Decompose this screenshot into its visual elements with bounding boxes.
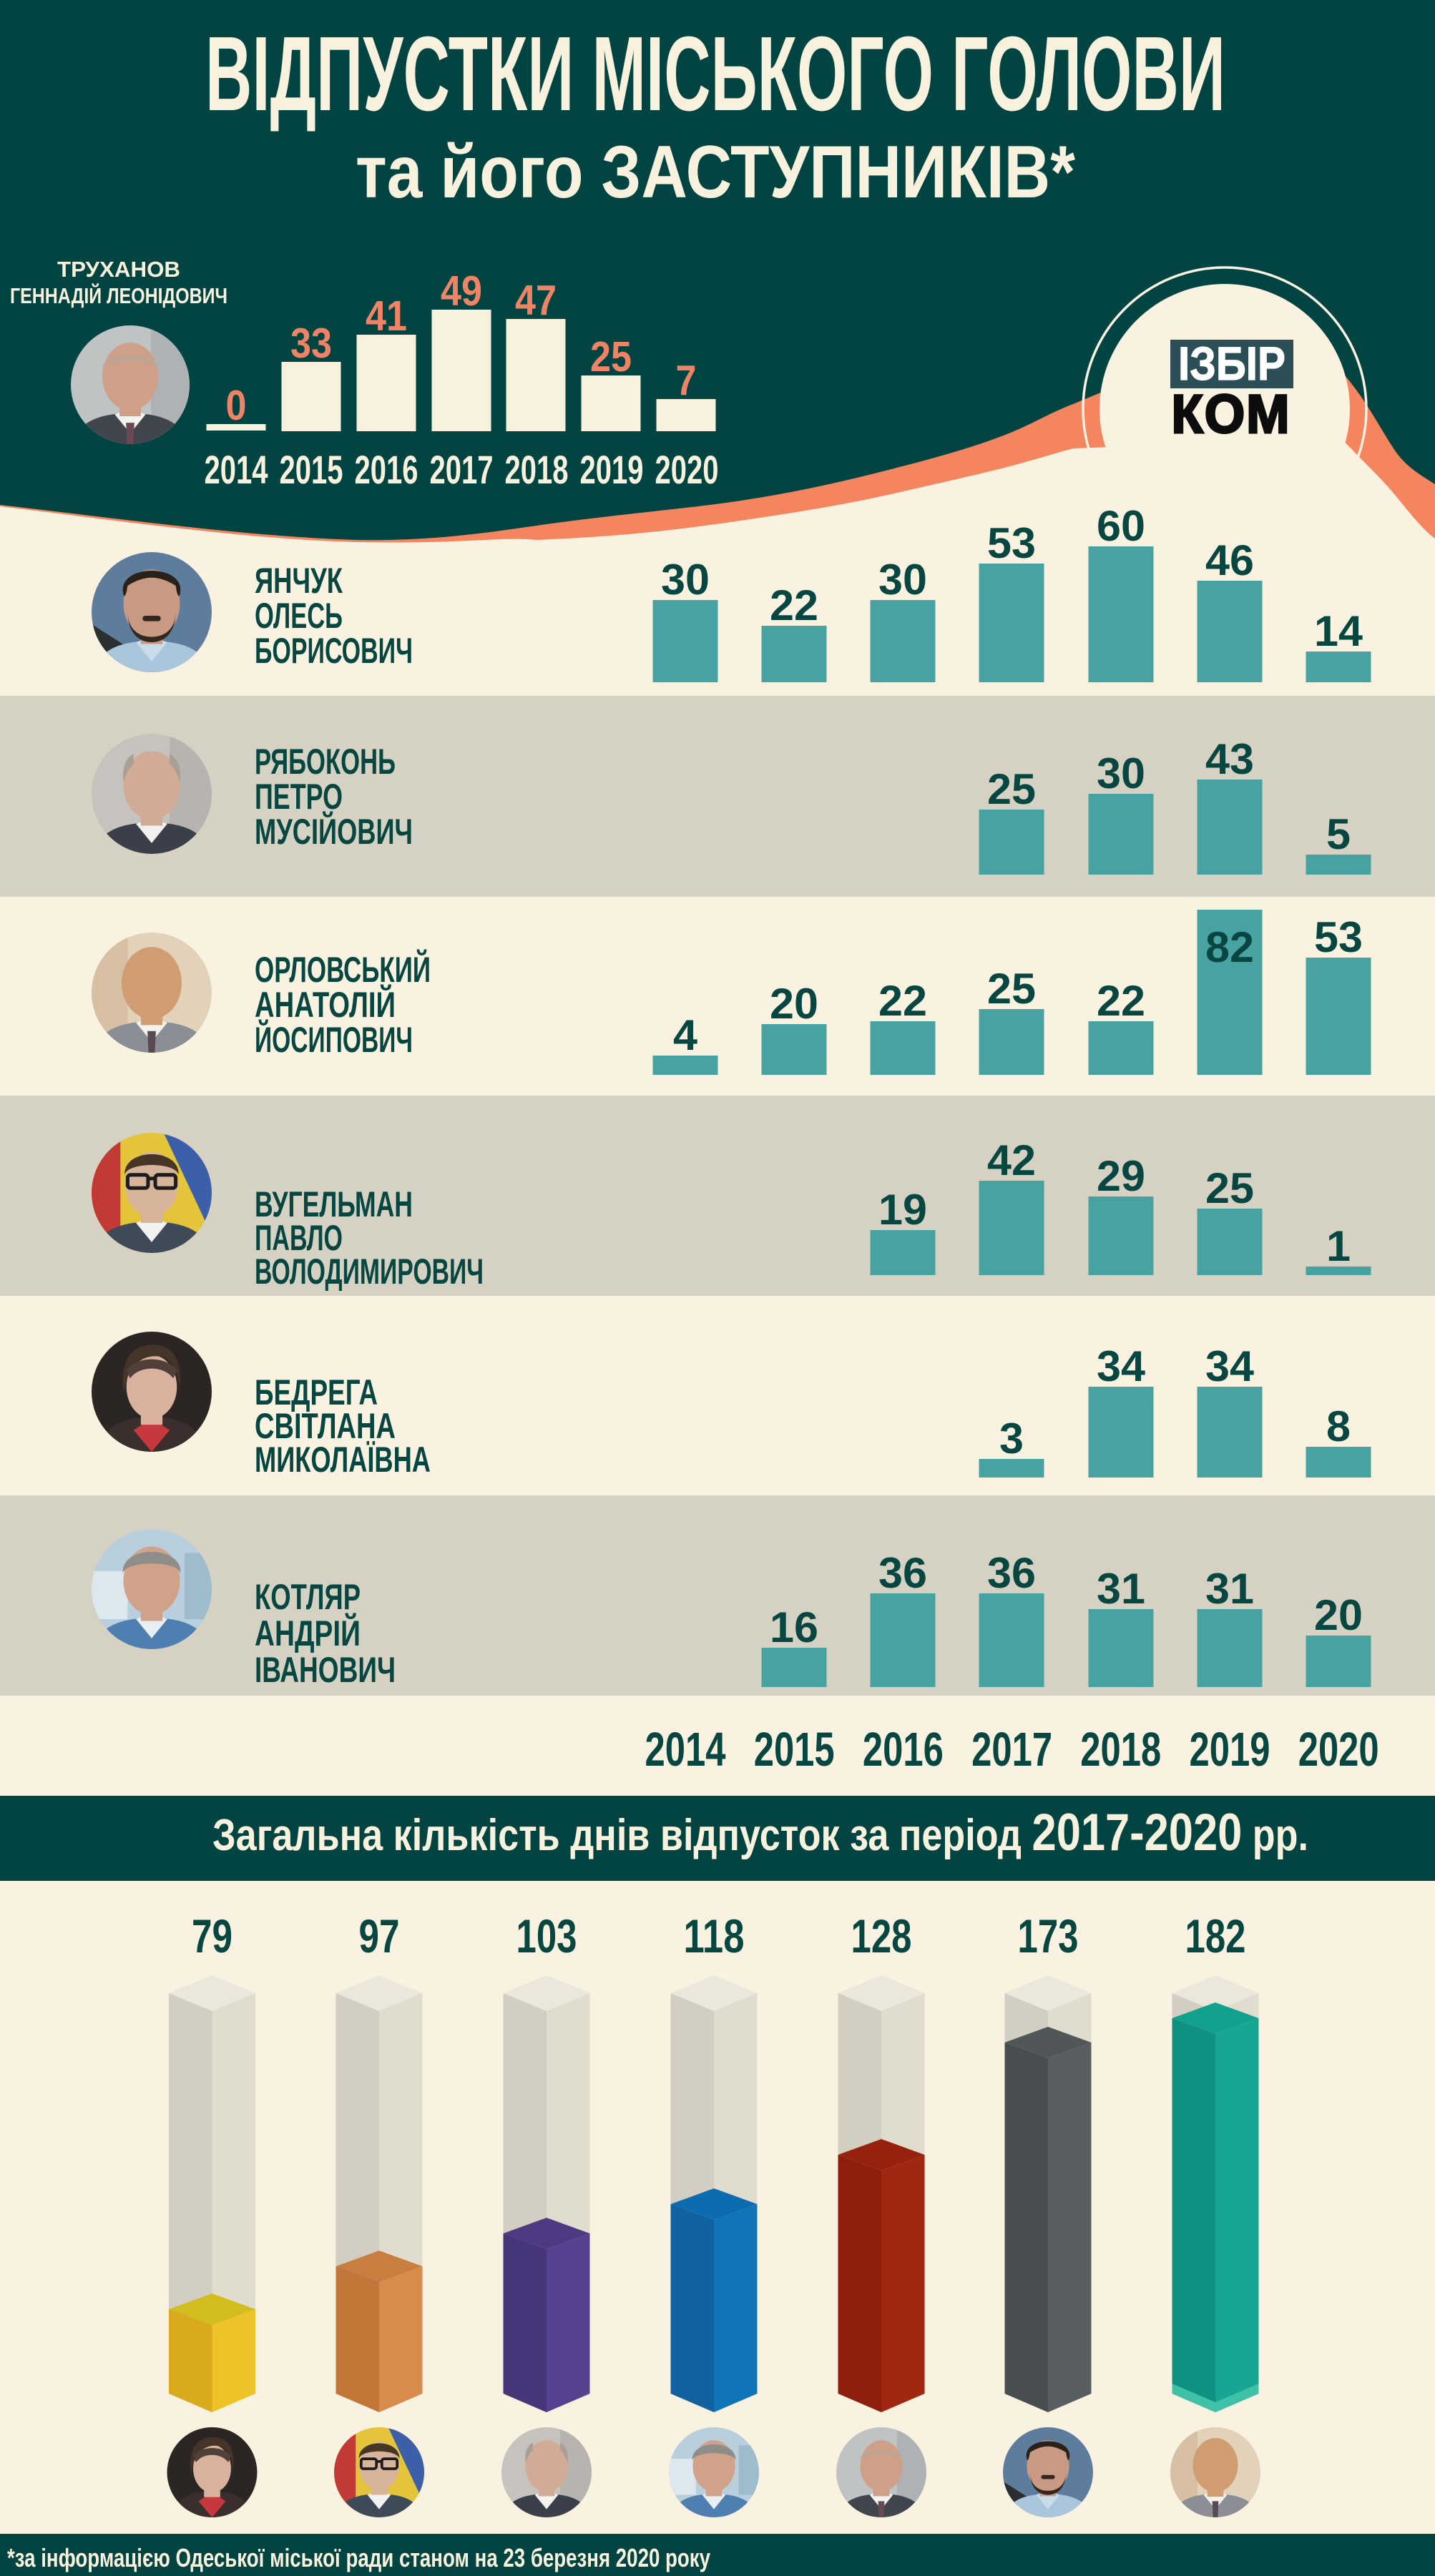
svg-text:та його ЗАСТУПНИКІВ*: та його ЗАСТУПНИКІВ*: [356, 131, 1075, 214]
svg-text:16: 16: [770, 1603, 818, 1651]
svg-text:ВОЛОДИМИРОВИЧ: ВОЛОДИМИРОВИЧ: [255, 1252, 484, 1292]
svg-text:8: 8: [1326, 1402, 1351, 1450]
svg-text:ІВАНОВИЧ: ІВАНОВИЧ: [255, 1650, 396, 1690]
svg-text:29: 29: [1097, 1152, 1145, 1200]
svg-text:СВІТЛАНА: СВІТЛАНА: [255, 1406, 396, 1446]
svg-text:20: 20: [770, 980, 818, 1028]
svg-text:2015: 2015: [280, 447, 343, 492]
svg-text:14: 14: [1314, 607, 1363, 655]
svg-text:60: 60: [1097, 502, 1145, 550]
svg-text:30: 30: [1097, 749, 1145, 797]
svg-text:4: 4: [673, 1011, 698, 1059]
svg-text:КОТЛЯР: КОТЛЯР: [255, 1577, 361, 1617]
svg-text:КОМ: КОМ: [1172, 384, 1291, 445]
svg-text:25: 25: [987, 965, 1036, 1013]
svg-text:42: 42: [987, 1136, 1036, 1184]
svg-text:128: 128: [851, 1909, 912, 1962]
svg-text:36: 36: [987, 1549, 1036, 1597]
svg-text:33: 33: [290, 320, 332, 367]
svg-text:30: 30: [878, 556, 927, 604]
svg-text:7: 7: [676, 357, 697, 404]
svg-text:ЙОСИПОВИЧ: ЙОСИПОВИЧ: [255, 1019, 413, 1060]
svg-text:БОРИСОВИЧ: БОРИСОВИЧ: [255, 631, 413, 671]
svg-text:АНДРІЙ: АНДРІЙ: [255, 1613, 361, 1653]
svg-text:22: 22: [878, 977, 927, 1025]
svg-text:49: 49: [441, 267, 482, 315]
svg-text:19: 19: [878, 1186, 927, 1234]
svg-text:БЕДРЕГА: БЕДРЕГА: [255, 1372, 378, 1412]
svg-text:103: 103: [516, 1909, 577, 1962]
svg-text:34: 34: [1097, 1342, 1146, 1390]
svg-text:53: 53: [1314, 913, 1363, 961]
svg-text:1: 1: [1326, 1222, 1351, 1270]
svg-text:36: 36: [878, 1549, 927, 1597]
svg-text:ТРУХАНОВ: ТРУХАНОВ: [57, 257, 180, 282]
svg-text:2020: 2020: [655, 447, 719, 492]
svg-text:20: 20: [1314, 1591, 1363, 1639]
svg-text:2016: 2016: [355, 447, 418, 492]
svg-text:2019: 2019: [580, 447, 644, 492]
svg-text:РЯБОКОНЬ: РЯБОКОНЬ: [255, 742, 396, 782]
svg-text:82: 82: [1205, 923, 1254, 971]
svg-text:2017: 2017: [971, 1723, 1052, 1776]
svg-text:2018: 2018: [505, 447, 569, 492]
svg-text:25: 25: [590, 333, 632, 380]
svg-text:25: 25: [987, 765, 1036, 813]
svg-text:ВУГЕЛЬМАН: ВУГЕЛЬМАН: [255, 1184, 413, 1224]
svg-text:34: 34: [1205, 1342, 1255, 1390]
svg-text:2020: 2020: [1298, 1723, 1379, 1776]
svg-text:22: 22: [1097, 977, 1145, 1025]
svg-text:ЯНЧУК: ЯНЧУК: [255, 561, 343, 601]
svg-text:*за інформацією Одеської міськ: *за інформацією Одеської міської ради ст…: [7, 2543, 710, 2572]
svg-text:2018: 2018: [1080, 1723, 1161, 1776]
svg-text:ОЛЕСЬ: ОЛЕСЬ: [255, 596, 343, 636]
svg-text:2014: 2014: [645, 1723, 726, 1776]
svg-text:79: 79: [192, 1909, 232, 1962]
svg-text:АНАТОЛІЙ: АНАТОЛІЙ: [255, 984, 396, 1025]
svg-text:ВІДПУСТКИ МІСЬКОГО ГОЛОВИ: ВІДПУСТКИ МІСЬКОГО ГОЛОВИ: [205, 15, 1225, 133]
svg-text:173: 173: [1018, 1909, 1079, 1962]
svg-text:118: 118: [684, 1909, 745, 1962]
svg-text:МИКОЛАЇВНА: МИКОЛАЇВНА: [255, 1440, 431, 1480]
svg-text:5: 5: [1326, 810, 1351, 858]
svg-text:ПЕТРО: ПЕТРО: [255, 777, 343, 817]
svg-text:МУСІЙОВИЧ: МУСІЙОВИЧ: [255, 811, 413, 852]
svg-text:2019: 2019: [1190, 1723, 1270, 1776]
svg-text:46: 46: [1205, 536, 1254, 584]
svg-text:31: 31: [1205, 1565, 1254, 1613]
svg-text:ОРЛОВСЬКИЙ: ОРЛОВСЬКИЙ: [255, 949, 431, 990]
svg-text:182: 182: [1185, 1909, 1246, 1962]
svg-text:22: 22: [770, 581, 818, 629]
svg-text:ГЕННАДІЙ ЛЕОНІДОВИЧ: ГЕННАДІЙ ЛЕОНІДОВИЧ: [10, 282, 227, 308]
svg-text:41: 41: [366, 292, 407, 340]
svg-text:97: 97: [359, 1909, 400, 1962]
svg-text:Загальна кількість днів відпус: Загальна кількість днів відпусток за пер…: [212, 1804, 1308, 1862]
svg-text:47: 47: [515, 277, 557, 324]
svg-text:3: 3: [999, 1415, 1024, 1462]
svg-text:2015: 2015: [754, 1723, 835, 1776]
svg-text:43: 43: [1205, 735, 1254, 783]
svg-text:30: 30: [661, 556, 710, 604]
svg-text:53: 53: [987, 519, 1036, 567]
svg-text:ПАВЛО: ПАВЛО: [255, 1218, 343, 1258]
svg-text:2017: 2017: [430, 447, 494, 492]
svg-text:0: 0: [226, 382, 247, 429]
svg-text:ІЗБІР: ІЗБІР: [1178, 337, 1285, 390]
svg-text:2016: 2016: [863, 1723, 944, 1776]
svg-text:25: 25: [1205, 1164, 1254, 1212]
svg-text:31: 31: [1097, 1565, 1145, 1613]
svg-text:2014: 2014: [205, 447, 268, 492]
